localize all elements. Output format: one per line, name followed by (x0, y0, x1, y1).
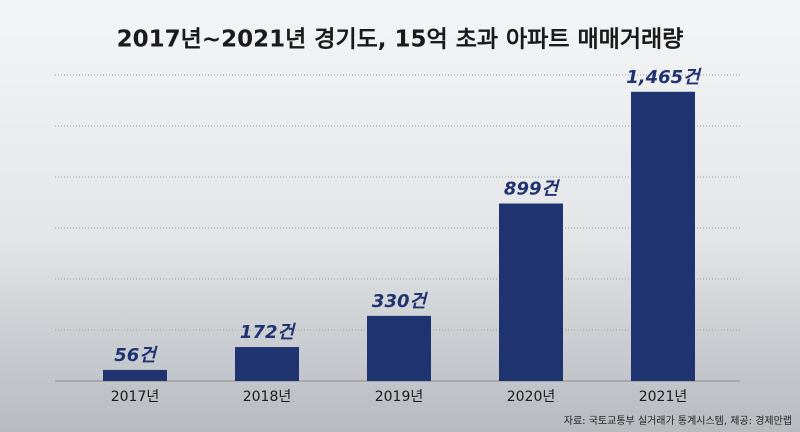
source-note: 자료: 국토교통부 실거래가 통계시스템, 제공: 경제만랩 (564, 414, 792, 427)
x-tick-label: 2021년 (639, 389, 688, 405)
bar (235, 347, 299, 381)
x-tick-label: 2019년 (375, 389, 424, 405)
value-label: 172건 (240, 322, 297, 343)
x-tick-label: 2020년 (507, 389, 556, 405)
bar (367, 315, 431, 381)
value-label: 56건 (114, 345, 158, 366)
value-label: 330건 (372, 291, 429, 312)
chart-title: 2017년~2021년 경기도, 15억 초과 아파트 매매거래량 (117, 27, 684, 53)
bar (499, 203, 563, 381)
x-tick-label: 2017년 (111, 389, 160, 405)
bar (103, 369, 167, 381)
value-label: 899건 (504, 179, 561, 200)
x-tick-label: 2018년 (243, 389, 292, 405)
bar (631, 91, 695, 382)
value-label: 1,465건 (626, 67, 702, 88)
